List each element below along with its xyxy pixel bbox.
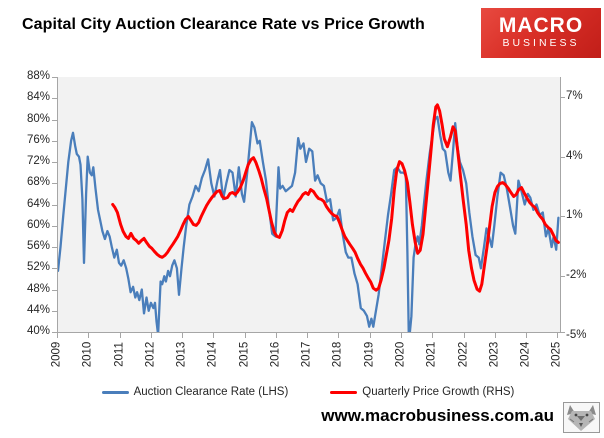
red-line-swatch-icon <box>330 390 358 394</box>
left-axis-tick <box>52 225 57 227</box>
left-axis-tick-label: 72% <box>26 155 50 167</box>
x-axis-year-label: 2021 <box>425 341 438 368</box>
x-axis-tick <box>88 333 90 338</box>
right-axis-tick-label: -5% <box>566 328 587 341</box>
x-axis-tick <box>57 333 58 338</box>
left-axis-tick-label: 44% <box>26 303 50 316</box>
left-axis-tick-label: 64% <box>26 197 50 210</box>
left-axis-tick-label: 84% <box>26 91 50 104</box>
right-axis-tick <box>560 156 565 158</box>
logo-text-macro: MACRO <box>498 14 584 37</box>
x-axis-tick <box>275 333 277 338</box>
x-axis-tick <box>213 333 215 338</box>
left-axis-tick-label: 48% <box>26 282 50 295</box>
left-axis-tick-label: 52% <box>26 261 50 274</box>
logo-text-business: BUSINESS <box>502 37 580 49</box>
left-axis-tick-label: 40% <box>26 325 50 337</box>
website-url: www.macrobusiness.com.au <box>321 406 554 425</box>
wolf-logo-icon <box>563 402 600 433</box>
x-axis-tick <box>338 333 340 338</box>
x-axis-tick <box>463 333 465 338</box>
x-axis-year-label: 2014 <box>206 341 219 368</box>
left-axis-tick <box>52 332 57 333</box>
legend-item-growth: Quarterly Price Growth (RHS) <box>330 386 514 398</box>
legend-label-clearance: Auction Clearance Rate (LHS) <box>133 386 289 398</box>
left-axis-tick <box>52 204 57 206</box>
left-axis-tick <box>52 289 57 291</box>
left-axis-tick <box>52 310 57 312</box>
x-axis-tick <box>182 333 184 338</box>
left-axis-tick-label: 76% <box>26 133 50 146</box>
left-axis-tick-label: 60% <box>26 218 50 231</box>
chart-title: Capital City Auction Clearance Rate vs P… <box>22 16 425 33</box>
x-axis-year-label: 2025 <box>550 341 563 368</box>
plot-area <box>57 77 561 333</box>
x-axis-tick <box>307 333 309 338</box>
x-axis-year-label: 2022 <box>457 341 470 368</box>
right-axis-tick-label: -2% <box>566 269 587 282</box>
left-axis-tick-label: 68% <box>26 176 50 189</box>
x-axis-tick <box>369 333 371 338</box>
left-axis-tick-label: 80% <box>26 112 50 125</box>
chart-legend: Auction Clearance Rate (LHS) Quarterly P… <box>57 386 559 398</box>
x-axis-year-label: 2023 <box>488 341 501 368</box>
x-axis-year-label: 2020 <box>394 341 407 368</box>
left-axis-tick-label: 56% <box>26 240 50 252</box>
chart-canvas <box>58 103 560 332</box>
legend-item-clearance: Auction Clearance Rate (LHS) <box>101 386 289 398</box>
right-axis-tick-label: 1% <box>566 209 583 222</box>
x-axis-tick <box>119 333 121 338</box>
x-axis-year-label: 2013 <box>175 341 188 368</box>
x-axis-year-label: 2009 <box>50 341 63 368</box>
x-axis-year-label: 2012 <box>144 341 157 368</box>
right-axis-tick-label: 4% <box>566 149 583 162</box>
x-axis-year-label: 2016 <box>269 341 282 368</box>
x-axis-tick <box>150 333 152 338</box>
right-axis-tick <box>560 216 565 218</box>
left-axis-tick <box>52 162 57 163</box>
x-axis-year-label: 2015 <box>238 341 251 368</box>
x-axis-tick <box>557 333 559 338</box>
auction-clearance-rate-line <box>58 115 560 332</box>
x-axis-year-label: 2011 <box>113 342 126 367</box>
right-axis-tick <box>560 96 565 98</box>
blue-line-swatch-icon <box>101 390 129 394</box>
x-axis-tick <box>432 333 434 338</box>
left-axis-tick <box>52 77 57 78</box>
x-axis-year-label: 2019 <box>363 341 376 368</box>
left-axis-tick <box>52 98 57 100</box>
x-axis-year-label: 2017 <box>300 341 313 368</box>
left-axis-tick <box>52 247 57 248</box>
right-axis-tick <box>560 276 565 278</box>
quarterly-price-growth-line <box>111 103 560 293</box>
right-axis-tick <box>560 332 565 333</box>
legend-label-growth: Quarterly Price Growth (RHS) <box>362 386 515 398</box>
left-axis-tick-label: 88% <box>26 70 50 82</box>
left-axis-tick <box>52 183 57 185</box>
x-axis-tick <box>494 333 496 338</box>
macrobusiness-logo: MACRO BUSINESS <box>481 8 601 58</box>
left-axis-tick <box>52 140 57 142</box>
x-axis-year-label: 2024 <box>519 341 532 368</box>
x-axis-tick <box>401 333 403 338</box>
x-axis-tick <box>244 333 246 338</box>
left-axis-tick <box>52 268 57 270</box>
left-axis-tick <box>52 119 57 121</box>
x-axis-tick <box>526 333 528 338</box>
x-axis-year-label: 2018 <box>331 341 344 368</box>
right-axis-tick-label: 7% <box>566 89 583 102</box>
x-axis-year-label: 2010 <box>81 341 94 368</box>
